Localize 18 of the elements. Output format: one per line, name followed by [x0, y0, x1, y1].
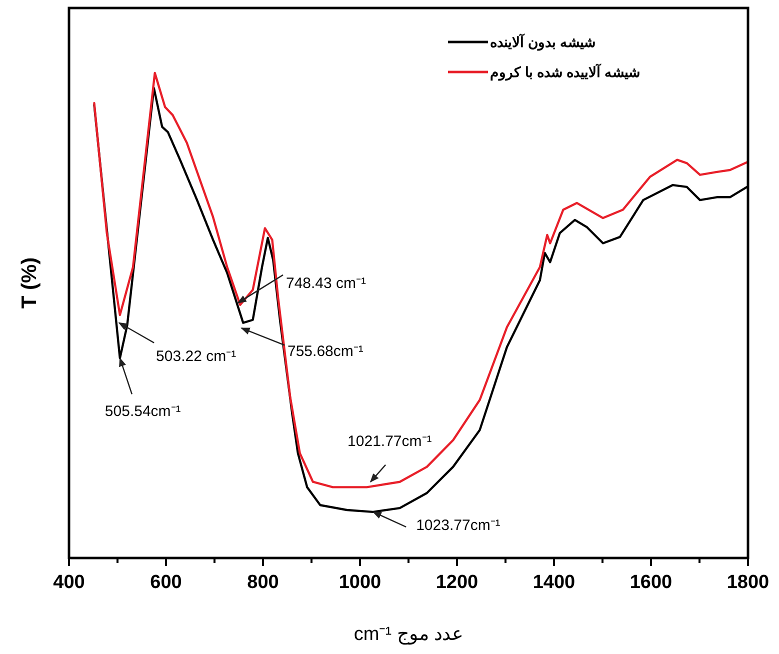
legend-label: شیشه آلاییده شده با کروم	[490, 63, 641, 81]
y-axis-title: T (%)	[18, 257, 41, 309]
x-tick-label: 1400	[532, 572, 576, 593]
annotation: 503.22 cm⁻¹	[156, 348, 236, 365]
annotation: 1021.77cm⁻¹	[348, 432, 432, 450]
annotation: 755.68cm⁻¹	[288, 343, 364, 360]
x-tick-label: 600	[150, 572, 182, 593]
annotation: 748.43 cm⁻¹	[286, 274, 366, 292]
annotation: 1023.77cm⁻¹	[416, 516, 500, 534]
x-axis-title: عدد موج cm⁻¹	[354, 624, 464, 645]
x-tick-label: 1200	[436, 572, 478, 593]
x-tick-label: 1000	[338, 572, 382, 593]
legend-label: شیشه بدون آلاینده	[490, 33, 596, 51]
x-tick-label: 800	[247, 572, 279, 593]
annotation: 505.54cm⁻¹	[104, 403, 181, 420]
x-tick-label: 400	[53, 572, 85, 593]
x-tick-label: 1800	[726, 572, 770, 593]
x-tick-label: 1600	[630, 572, 672, 593]
